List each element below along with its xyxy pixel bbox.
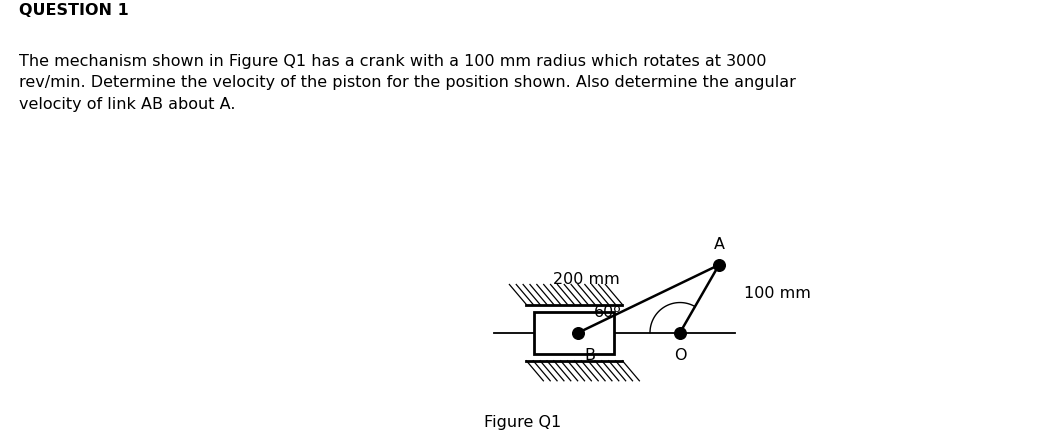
Point	[672, 329, 688, 336]
Text: Figure Q1: Figure Q1	[484, 415, 562, 430]
Text: O: O	[674, 348, 686, 363]
Text: 100 mm: 100 mm	[745, 286, 812, 301]
Point	[570, 329, 587, 336]
Text: 60º: 60º	[594, 305, 622, 319]
Text: QUESTION 1: QUESTION 1	[19, 4, 129, 18]
Text: The mechanism shown in Figure Q1 has a crank with a 100 mm radius which rotates : The mechanism shown in Figure Q1 has a c…	[19, 54, 796, 112]
Text: 200 mm: 200 mm	[553, 272, 620, 287]
Point	[710, 261, 727, 268]
Text: B: B	[585, 348, 595, 363]
Polygon shape	[535, 311, 614, 354]
Text: A: A	[713, 237, 725, 252]
